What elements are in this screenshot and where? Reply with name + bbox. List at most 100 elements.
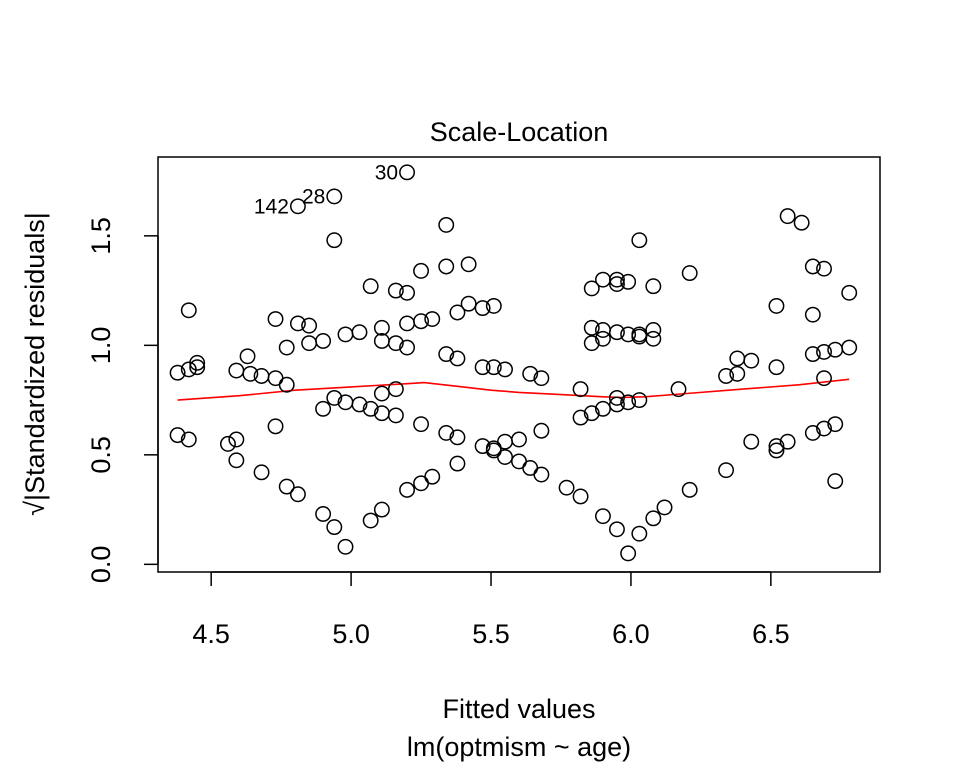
data-point [326,519,343,536]
data-point [608,271,625,288]
data-point [841,339,858,356]
data-point [816,370,832,387]
data-point [460,295,477,312]
data-point [583,335,600,352]
y-tick-label: 1.0 [86,327,116,365]
data-point [620,545,637,562]
data-point [533,466,550,483]
data-point [474,300,491,317]
data-point [779,433,796,450]
data-point [779,208,796,225]
data-point [239,348,256,365]
smooth-trend-line [177,378,850,401]
x-tick-label: 4.5 [192,619,230,649]
data-point [718,368,735,384]
data-point [816,260,832,277]
data-point [608,324,625,341]
data-point [326,188,343,205]
data-point [449,429,466,446]
data-point [449,350,466,367]
data-point [373,319,390,336]
data-point [351,396,368,413]
data-point [768,438,785,455]
data-point [670,381,687,398]
data-point [768,442,785,459]
data-point [804,346,821,363]
data-point [620,394,637,411]
data-point [485,297,502,314]
data-point [620,273,637,290]
point-label: 30 [375,161,398,184]
data-point [253,464,270,481]
data-point [595,400,611,417]
data-point [278,376,295,393]
data-point [729,365,746,382]
data-point [228,362,245,379]
data-point [413,313,430,330]
data-point [387,381,404,398]
data-point [729,350,746,367]
data-point [743,352,760,369]
data-point [267,311,284,328]
data-point [169,427,186,444]
data-point [583,280,600,297]
data-point [399,481,416,498]
data-point [289,486,306,503]
data-point [511,431,527,448]
data-point [220,435,236,452]
x-tick-label: 5.0 [332,619,370,649]
data-point [373,385,390,402]
data-point [572,488,589,505]
x-axis: 4.5 5.0 5.5 6.0 6.5 [192,571,790,649]
data-point [278,478,295,495]
y-tick-label: 0.0 [86,546,116,584]
data-point [681,265,698,282]
data-point [768,297,785,314]
data-point [362,400,379,417]
data-point [301,317,318,334]
data-point [399,315,416,332]
data-point [804,424,821,441]
data-point [289,315,306,332]
data-point [558,479,575,496]
data-point [351,324,368,341]
data-point [631,525,648,542]
data-point [511,453,527,470]
data-point [608,521,625,538]
data-point [804,258,821,275]
data-point [413,475,430,492]
y-tick-label: 0.5 [86,436,116,474]
data-point [608,396,625,413]
data-point [424,468,441,485]
data-point [315,506,332,522]
data-point [337,326,354,343]
data-point [438,424,455,441]
chart-title: Scale-Location [430,117,609,147]
point-labels: 30 28 142 [254,161,398,218]
data-point [242,365,259,382]
data-point [326,389,343,406]
data-point [656,499,673,516]
y-axis-label: √|Standardized residuals| [20,212,50,516]
data-point [301,335,318,352]
data-point [362,278,379,295]
data-point [631,392,648,409]
data-point [816,420,832,437]
data-point [743,433,760,450]
data-point [816,343,832,360]
data-point [608,389,625,406]
data-point [645,278,662,295]
data-point [387,335,404,352]
data-point [326,232,343,249]
data-point [189,354,206,371]
data-point [583,319,600,336]
data-point [522,460,539,476]
data-point [460,256,477,273]
data-point [449,455,466,472]
data-point [438,346,455,363]
data-point [681,481,698,498]
data-point [413,262,430,279]
data-point [424,311,441,328]
data-point [631,232,648,249]
